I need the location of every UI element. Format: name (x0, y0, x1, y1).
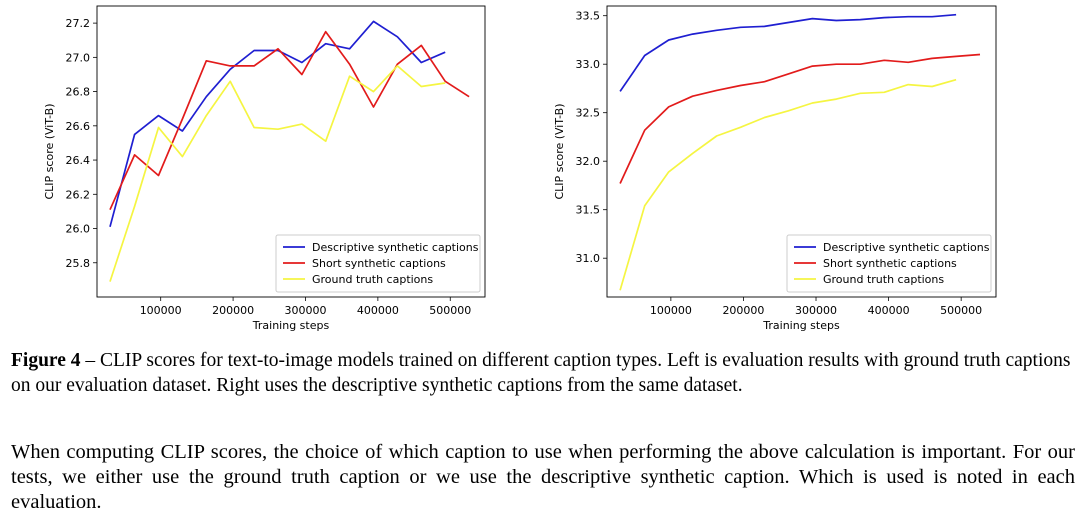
body-paragraph: When computing CLIP scores, the choice o… (11, 441, 1075, 513)
y-tick-label: 31.5 (576, 204, 601, 217)
series-line-3 (619, 78, 957, 291)
y-tick-label: 27.2 (66, 17, 91, 30)
y-tick-label: 26.8 (66, 86, 91, 99)
x-axis-label: Training steps (252, 319, 330, 332)
chart-panel-1: 25.8 26.0 26.2 26.4 26.6 26.8 27.0 27.2 100000 20… (43, 5, 486, 332)
legend-label-3: Ground truth captions (823, 273, 944, 286)
legend-label-1: Descriptive synthetic captions (312, 241, 479, 254)
legend-box (786, 234, 992, 293)
legend: Descriptive synthetic captions Short synt… (275, 234, 481, 293)
series-line-2 (109, 30, 470, 211)
plot-frame (96, 5, 486, 298)
y-tick-label: 26.0 (66, 223, 91, 236)
legend-label-2: Short synthetic captions (312, 257, 446, 270)
x-tick-label: 400000 (868, 304, 910, 317)
x-tick-label: 300000 (795, 304, 837, 317)
y-tick-label: 33.5 (576, 10, 601, 23)
x-tick-label: 200000 (212, 304, 254, 317)
series-line-1 (619, 13, 957, 92)
caption-text: – CLIP scores for text-to-image models t… (11, 350, 1071, 396)
y-tick-label: 25.8 (66, 257, 91, 270)
y-tick-label: 26.4 (66, 154, 91, 167)
series-line-2 (619, 53, 981, 184)
y-tick-label: 26.6 (66, 120, 91, 133)
y-tick-label: 32.0 (576, 155, 601, 168)
y-tick-label: 31.0 (576, 252, 601, 265)
series-line-1 (109, 20, 446, 228)
y-tick-label: 27.0 (66, 51, 91, 64)
legend: Descriptive synthetic captions Short synt… (786, 234, 992, 293)
x-tick-label: 100000 (650, 304, 692, 317)
figure-label: Figure 4 (11, 350, 81, 371)
legend-label-2: Short synthetic captions (823, 257, 957, 270)
series-line-3 (109, 65, 446, 282)
y-tick-label: 32.5 (576, 107, 601, 120)
x-tick-label: 200000 (722, 304, 764, 317)
x-tick-label: 400000 (357, 304, 399, 317)
legend-label-1: Descriptive synthetic captions (823, 241, 990, 254)
x-axis-label: Training steps (762, 319, 840, 332)
x-tick-label: 500000 (940, 304, 982, 317)
legend-label-3: Ground truth captions (312, 273, 433, 286)
figure-caption: Figure 4 – CLIP scores for text-to-image… (11, 348, 1073, 398)
figure-charts: 25.8 26.0 26.2 26.4 26.6 26.8 27.0 27.2 100000 20… (43, 5, 997, 332)
chart-panel-2: 31.0 31.5 32.0 32.5 33.0 33.5 100000 200000 3000… (553, 5, 997, 332)
y-tick-label: 33.0 (576, 58, 601, 71)
x-tick-label: 300000 (284, 304, 326, 317)
plot-frame (606, 5, 997, 298)
x-tick-label: 100000 (140, 304, 182, 317)
x-tick-label: 500000 (429, 304, 471, 317)
y-axis-label: CLIP score (ViT-B) (43, 104, 56, 200)
legend-box (275, 234, 481, 293)
y-axis-label: CLIP score (ViT-B) (553, 104, 566, 200)
y-tick-label: 26.2 (66, 188, 91, 201)
